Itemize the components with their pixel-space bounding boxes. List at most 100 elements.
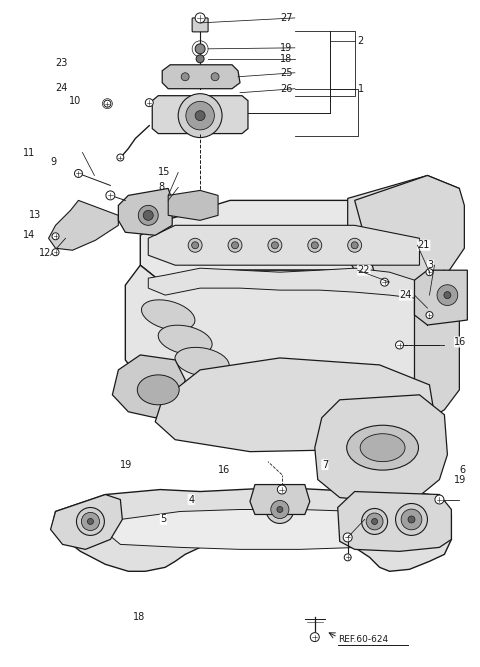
Circle shape <box>145 99 153 107</box>
Polygon shape <box>52 488 451 572</box>
Circle shape <box>117 154 124 161</box>
Text: 19: 19 <box>455 475 467 485</box>
Text: 12: 12 <box>38 248 51 258</box>
Circle shape <box>396 341 404 349</box>
Text: 25: 25 <box>280 68 292 78</box>
Text: 16: 16 <box>218 465 230 475</box>
Text: 2: 2 <box>358 36 364 46</box>
Circle shape <box>266 496 294 524</box>
Ellipse shape <box>175 348 229 376</box>
Circle shape <box>444 291 451 299</box>
Circle shape <box>195 111 205 121</box>
Circle shape <box>144 210 153 220</box>
Text: 18: 18 <box>280 54 292 64</box>
Text: 10: 10 <box>69 95 81 105</box>
Circle shape <box>432 279 463 311</box>
Polygon shape <box>108 510 420 550</box>
Circle shape <box>308 238 322 252</box>
Circle shape <box>348 238 361 252</box>
Circle shape <box>426 311 433 319</box>
Polygon shape <box>250 484 310 514</box>
Circle shape <box>401 509 422 530</box>
Circle shape <box>138 205 158 225</box>
Polygon shape <box>415 270 459 425</box>
Circle shape <box>268 238 282 252</box>
Circle shape <box>228 238 242 252</box>
FancyBboxPatch shape <box>192 18 208 32</box>
Circle shape <box>366 513 383 530</box>
Circle shape <box>52 233 59 239</box>
Circle shape <box>87 518 94 524</box>
Polygon shape <box>155 358 434 452</box>
Ellipse shape <box>360 434 405 462</box>
Circle shape <box>188 238 202 252</box>
Circle shape <box>104 100 111 107</box>
Circle shape <box>381 278 389 286</box>
Circle shape <box>192 241 199 249</box>
Circle shape <box>310 632 319 642</box>
Text: 20: 20 <box>434 290 447 300</box>
Text: 3: 3 <box>428 260 433 270</box>
Ellipse shape <box>137 375 179 405</box>
Circle shape <box>344 554 351 561</box>
Circle shape <box>106 191 115 200</box>
Text: 21: 21 <box>418 240 430 250</box>
Polygon shape <box>315 395 447 502</box>
Text: 17: 17 <box>365 514 377 524</box>
Text: 9: 9 <box>50 157 57 167</box>
Text: 6: 6 <box>459 465 466 475</box>
Text: 19: 19 <box>280 43 292 53</box>
Circle shape <box>408 516 415 523</box>
Circle shape <box>195 13 205 23</box>
Polygon shape <box>50 494 122 550</box>
Circle shape <box>211 73 219 81</box>
Polygon shape <box>148 225 420 265</box>
Circle shape <box>181 73 189 81</box>
Text: 26: 26 <box>280 84 292 93</box>
Text: 22: 22 <box>358 265 370 275</box>
Polygon shape <box>338 492 451 552</box>
Circle shape <box>361 508 387 534</box>
Circle shape <box>277 506 283 512</box>
Text: 5: 5 <box>160 514 167 524</box>
Polygon shape <box>348 175 459 285</box>
Text: 18: 18 <box>133 612 145 622</box>
Circle shape <box>312 241 318 249</box>
Circle shape <box>277 485 287 494</box>
Circle shape <box>426 269 433 275</box>
Circle shape <box>178 93 222 137</box>
Text: 19: 19 <box>120 460 132 470</box>
Circle shape <box>437 285 458 305</box>
Ellipse shape <box>158 325 212 355</box>
Polygon shape <box>48 200 119 250</box>
Text: 7: 7 <box>322 460 328 470</box>
Circle shape <box>396 504 428 536</box>
Polygon shape <box>415 270 468 325</box>
Circle shape <box>196 55 204 63</box>
Text: 8: 8 <box>158 182 164 192</box>
Circle shape <box>76 508 104 536</box>
Polygon shape <box>112 355 185 418</box>
Polygon shape <box>125 265 430 410</box>
Ellipse shape <box>131 370 186 410</box>
Text: 27: 27 <box>280 13 292 23</box>
Circle shape <box>372 518 378 524</box>
Circle shape <box>74 169 83 177</box>
Circle shape <box>195 44 205 54</box>
Circle shape <box>343 533 352 542</box>
Text: 14: 14 <box>23 230 35 240</box>
Text: 24: 24 <box>399 290 412 300</box>
Text: 16: 16 <box>455 337 467 347</box>
Polygon shape <box>148 268 415 298</box>
Circle shape <box>82 512 99 530</box>
Circle shape <box>271 500 289 518</box>
Ellipse shape <box>142 299 195 330</box>
Text: 4: 4 <box>188 494 194 504</box>
Text: 24: 24 <box>56 83 68 93</box>
Circle shape <box>351 241 358 249</box>
Text: 13: 13 <box>29 210 41 220</box>
Text: 23: 23 <box>56 58 68 68</box>
Circle shape <box>52 249 59 255</box>
Polygon shape <box>140 200 444 285</box>
Text: 11: 11 <box>23 147 35 157</box>
